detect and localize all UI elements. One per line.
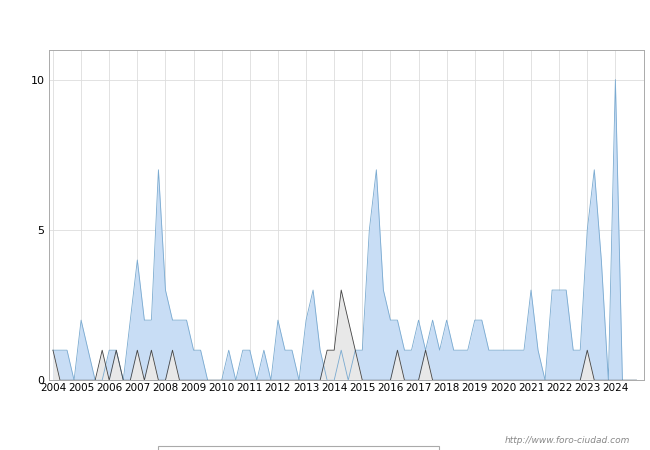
Text: http://www.foro-ciudad.com: http://www.foro-ciudad.com <box>505 436 630 445</box>
Text: Llers - Evolucion del Nº de Transacciones Inmobiliarias: Llers - Evolucion del Nº de Transaccione… <box>99 16 551 31</box>
Legend: Viviendas Nuevas, Viviendas Usadas: Viviendas Nuevas, Viviendas Usadas <box>158 446 439 450</box>
